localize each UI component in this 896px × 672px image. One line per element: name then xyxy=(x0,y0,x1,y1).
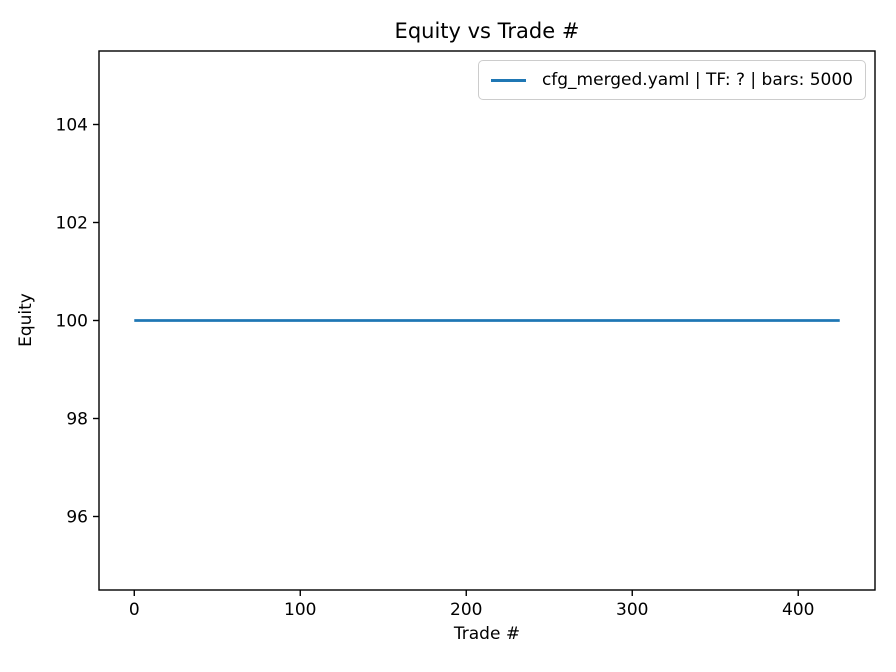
y-tick-label: 98 xyxy=(66,410,88,430)
x-tick-label: 400 xyxy=(782,600,814,620)
legend-line-swatch xyxy=(490,78,526,82)
y-tick-label: 96 xyxy=(66,508,88,528)
x-tick-label: 300 xyxy=(616,600,648,620)
y-axis-label: Equity xyxy=(16,293,36,347)
y-tick-label: 104 xyxy=(56,116,88,136)
y-tick-label: 100 xyxy=(56,312,88,332)
x-axis-label: Trade # xyxy=(453,624,521,644)
x-tick-label: 0 xyxy=(129,600,140,620)
legend: cfg_merged.yaml | TF: ? | bars: 5000 xyxy=(477,60,866,100)
x-tick-label: 100 xyxy=(284,600,316,620)
chart-title: Equity vs Trade # xyxy=(394,19,580,43)
x-tick-label: 200 xyxy=(450,600,482,620)
legend-label: cfg_merged.yaml | TF: ? | bars: 5000 xyxy=(541,70,853,90)
y-tick-label: 102 xyxy=(56,214,88,234)
